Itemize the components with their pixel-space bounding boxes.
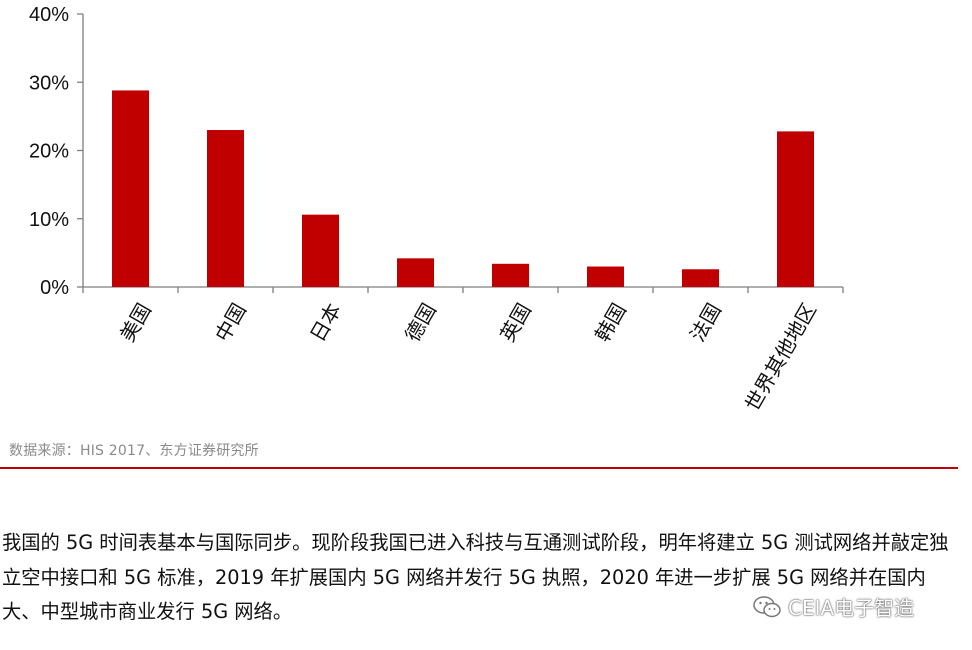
x-category-label: 法国 bbox=[685, 299, 726, 346]
wechat-icon bbox=[753, 595, 781, 617]
x-category-label: 世界其他地区 bbox=[740, 299, 821, 415]
watermark: CEIA电子智造 bbox=[752, 592, 914, 621]
x-axis bbox=[82, 286, 844, 293]
y-tick-label: 30% bbox=[29, 72, 69, 94]
y-tick-label: 40% bbox=[29, 4, 69, 26]
y-tick-label: 20% bbox=[29, 141, 69, 163]
bar bbox=[492, 263, 529, 287]
y-axis: 0% 10% 20% 30% 40% bbox=[29, 4, 84, 299]
bar bbox=[112, 90, 149, 287]
x-category-label: 德国 bbox=[400, 299, 441, 346]
bar bbox=[777, 131, 814, 287]
category-labels: 美国 中国 日本 德国 英国 韩国 法国 世界其他地区 bbox=[115, 299, 821, 415]
x-category-label: 中国 bbox=[210, 299, 251, 346]
x-category-label: 韩国 bbox=[590, 299, 631, 346]
bar bbox=[587, 266, 624, 287]
watermark-text: CEIA电子智造 bbox=[788, 596, 915, 620]
bar bbox=[302, 214, 339, 287]
bar bbox=[682, 269, 719, 287]
section-divider bbox=[0, 467, 958, 469]
bar-chart: 0% 10% 20% 30% 40% 美国 中国 日本 德国 英国 韩国 法国 世界其他地区 bbox=[29, 4, 844, 415]
x-category-label: 日本 bbox=[305, 299, 346, 346]
bar bbox=[397, 258, 434, 287]
y-tick-label: 10% bbox=[29, 209, 69, 231]
y-tick-label: 0% bbox=[40, 277, 69, 299]
bar bbox=[207, 130, 244, 287]
body-paragraph: 我国的 5G 时间表基本与国际同步。现阶段我国已进入科技与互通测试阶段，明年将建… bbox=[2, 531, 949, 623]
bars bbox=[112, 90, 814, 287]
data-source-note: 数据来源：HIS 2017、东方证券研究所 bbox=[9, 443, 259, 459]
x-category-label: 美国 bbox=[115, 299, 156, 346]
x-category-label: 英国 bbox=[495, 299, 536, 346]
